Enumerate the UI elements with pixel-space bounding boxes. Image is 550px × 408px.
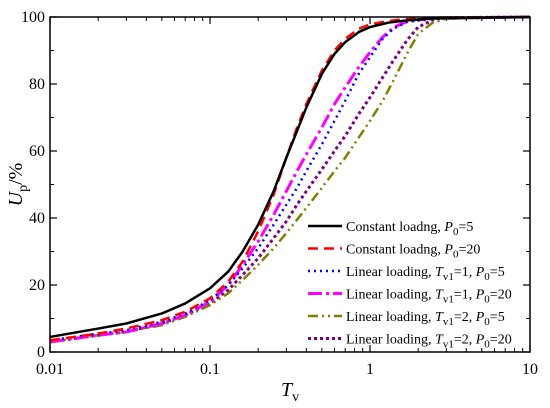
x-tick-label: 1 bbox=[366, 361, 374, 378]
y-tick-label: 80 bbox=[29, 76, 45, 93]
y-tick-label: 0 bbox=[37, 344, 45, 361]
x-tick-label: 0.01 bbox=[36, 361, 64, 378]
x-axis-title-sub: v bbox=[292, 390, 299, 405]
x-axis-title: Tv bbox=[281, 379, 299, 405]
x-axis: 0.01 0.1 1 10 bbox=[36, 17, 538, 378]
series-line-3 bbox=[49, 15, 531, 342]
x-tick-label: 10 bbox=[522, 361, 538, 378]
legend-label-1: Constant loadng, P0=5 bbox=[346, 220, 473, 238]
y-tick-label: 100 bbox=[21, 9, 45, 26]
legend: Constant loadng, P0=5 Constant loadng, P0… bbox=[308, 220, 512, 351]
legend-label-4: Linear loading, Tv1=1, P0=20 bbox=[346, 288, 512, 306]
legend-label-6: Linear loading, Tv1=2, P0=20 bbox=[346, 333, 512, 351]
x-tick-label: 0.1 bbox=[200, 361, 220, 378]
x-axis-title-main: T bbox=[281, 379, 294, 401]
legend-label-2: Constant loadng, P0=20 bbox=[346, 243, 480, 261]
y-axis: 0 20 40 60 80 100 bbox=[21, 9, 530, 361]
series-line-5 bbox=[49, 15, 531, 344]
y-axis-title-main: U bbox=[5, 190, 27, 206]
series-layer bbox=[49, 15, 531, 344]
legend-label-3: Linear loading, Tv1=1, P0=5 bbox=[346, 265, 505, 283]
legend-label-5: Linear loading, Tv1=2, P0=5 bbox=[346, 310, 505, 328]
y-axis-title-suffix: /% bbox=[5, 163, 27, 185]
series-line-1 bbox=[49, 15, 531, 339]
y-axis-title: Up/% bbox=[5, 163, 31, 207]
y-tick-label: 60 bbox=[29, 143, 45, 160]
y-axis-title-sub: p bbox=[16, 185, 31, 192]
y-tick-label: 20 bbox=[29, 277, 45, 294]
y-tick-label: 40 bbox=[29, 210, 45, 227]
